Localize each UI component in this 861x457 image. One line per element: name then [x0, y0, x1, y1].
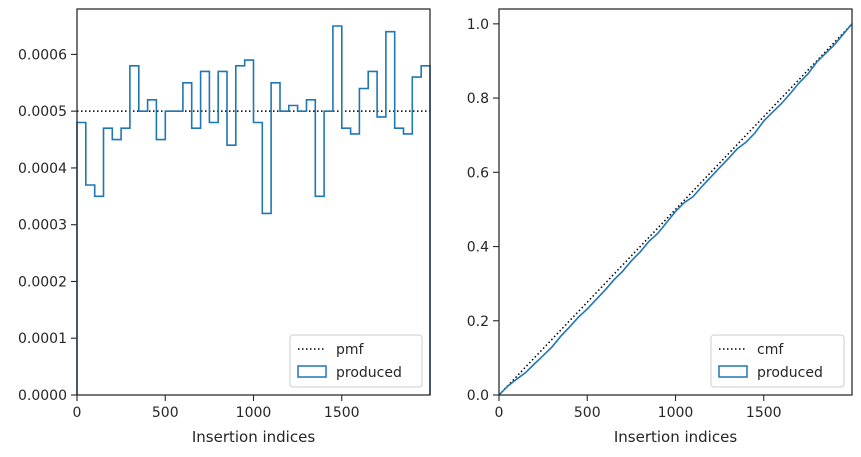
cum-legend-box	[710, 334, 845, 388]
hist-ytick-label: 0.0001	[18, 331, 67, 347]
cum-legend-ref-label: cmf	[757, 342, 784, 358]
hist-xlabel: Insertion indices	[192, 428, 315, 446]
hist-legend-produced-swatch	[297, 365, 327, 378]
hist-legend: pmf produced	[289, 334, 423, 388]
cum-xtick-label: 0	[495, 405, 504, 421]
cumulative-panel: 0.0 0.2 0.4 0.6 0.8 1.0 0 500 1000 1500 Insertion …	[467, 8, 853, 446]
cum-ytick-label: 0.8	[467, 91, 489, 107]
hist-ytick-label: 0.0003	[18, 218, 67, 234]
cum-axes-frame	[498, 8, 853, 396]
hist-produced-series	[76, 25, 431, 395]
hist-axes-frame	[76, 8, 431, 396]
hist-ytick-label: 0.0000	[18, 388, 67, 404]
cum-xlabel: Insertion indices	[614, 428, 737, 446]
hist-xtick-label: 1000	[236, 405, 272, 421]
histogram-panel: 0.0000 0.0001 0.0002 0.0003 0.0004 0.0005 0.00…	[18, 8, 431, 446]
hist-legend-ref-label: pmf	[336, 342, 365, 358]
hist-ytick-label: 0.0002	[18, 274, 67, 290]
cum-xtick-label: 1000	[658, 405, 694, 421]
cum-xtick-label: 500	[574, 405, 601, 421]
cum-ytick-label: 0.6	[467, 165, 489, 181]
cum-xtick-label: 1500	[746, 405, 782, 421]
cmf-reference-line	[498, 23, 853, 396]
hist-ytick-label: 0.0005	[18, 104, 67, 120]
hist-xtick-label: 0	[73, 405, 82, 421]
cum-ytick-label: 0.2	[467, 314, 489, 330]
cum-legend: cmf produced	[710, 334, 845, 388]
cum-produced-series	[498, 23, 853, 396]
cum-legend-produced-swatch	[718, 365, 748, 378]
hist-legend-box	[289, 334, 423, 388]
cum-ytick-label: 0.4	[467, 240, 489, 256]
cum-ytick-label: 1.0	[467, 17, 489, 33]
hist-ytick-label: 0.0004	[18, 161, 67, 177]
hist-xtick-label: 500	[152, 405, 179, 421]
cum-ytick-label: 0.0	[467, 388, 489, 404]
hist-ytick-label: 0.0006	[18, 47, 67, 63]
hist-xtick-label: 1500	[324, 405, 360, 421]
cum-legend-produced-label: produced	[757, 365, 823, 381]
hist-legend-produced-label: produced	[336, 365, 402, 381]
